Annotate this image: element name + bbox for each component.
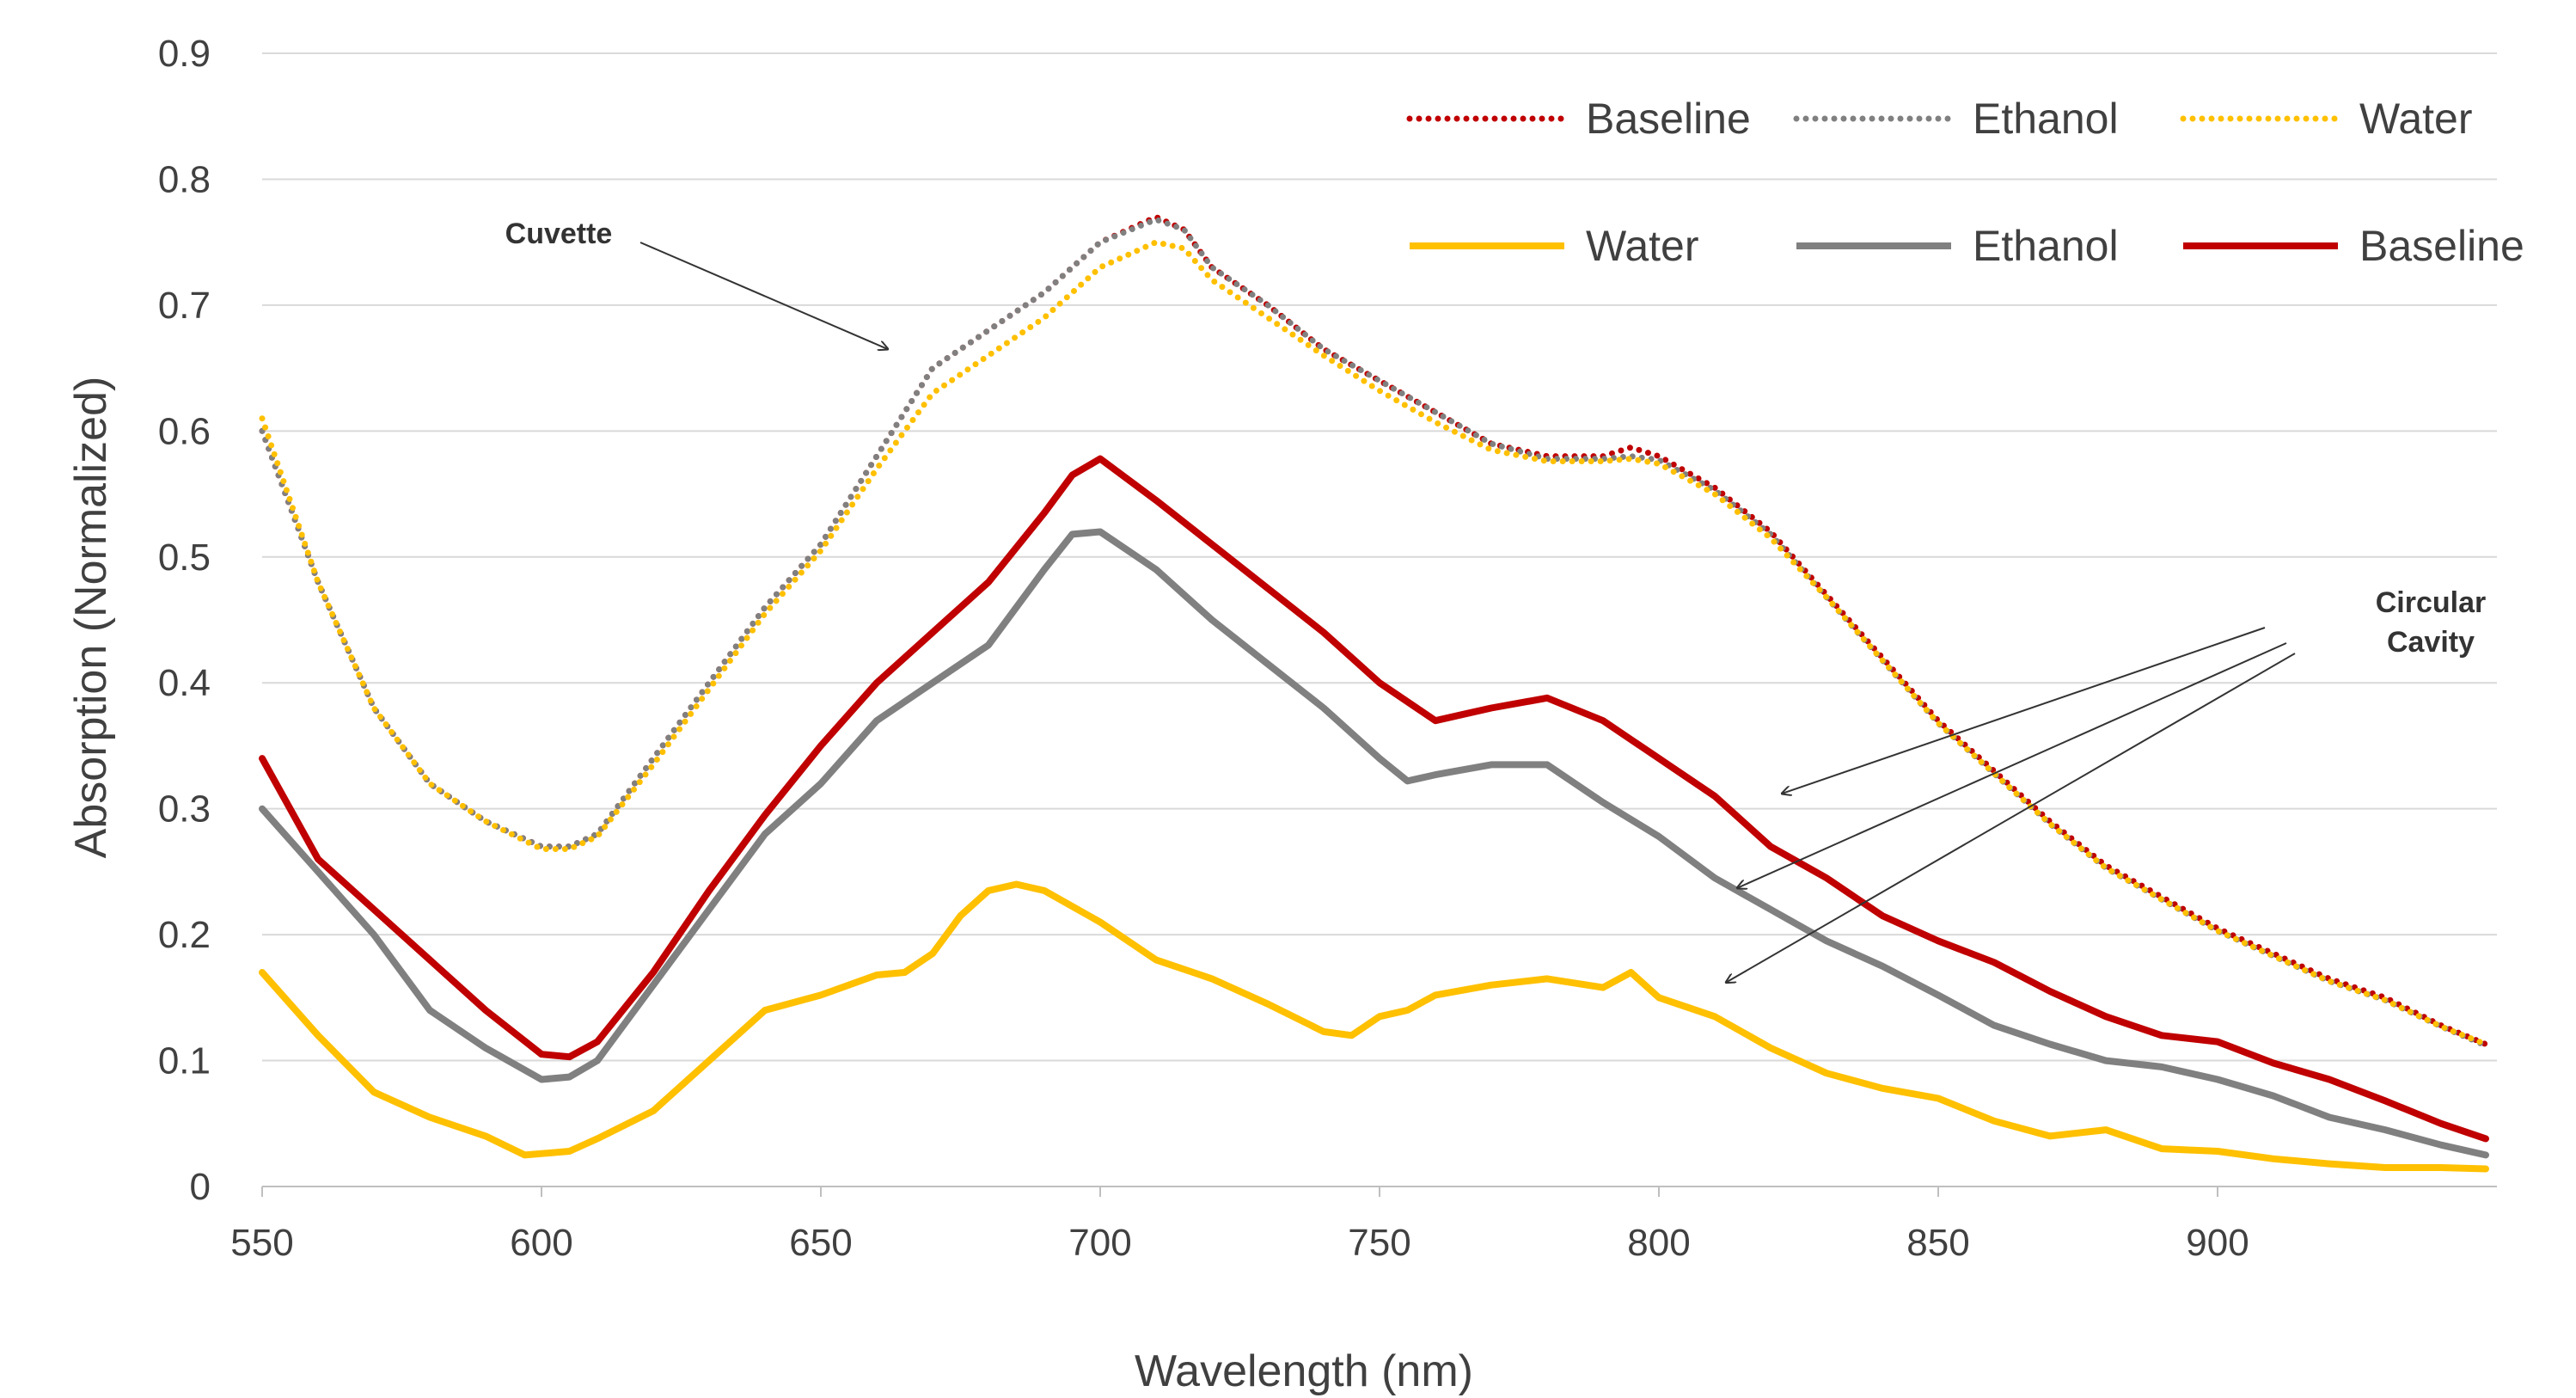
series-cuvette-baseline [259,213,2489,1047]
series-cuvette-water [259,239,2489,1047]
x-tick-label: 800 [1627,1222,1690,1264]
legend-item-solid-water: Water [1410,222,1699,270]
series-circular-cavity-water [259,880,2489,1173]
grid-lines [262,52,2497,1062]
y-axis-title: Absorption (Normalized) [66,377,116,859]
legend-item-dotted-ethanol: Ethanol [1793,95,2119,143]
legend-label: Ethanol [1973,95,2119,143]
y-tick-label: 0.8 [158,158,211,200]
annotation-arrow [1782,627,2266,794]
legend-label: Water [2359,95,2473,143]
legend-label: Water [1586,222,1699,270]
annotation-label: Circular [2376,586,2487,619]
annotation-arrow [639,242,888,349]
annotation-label: Cavity [2387,626,2475,659]
y-tick-label: 0.5 [158,537,211,579]
x-tick-label: 600 [510,1222,572,1264]
legend-label: Baseline [1586,95,1751,143]
legend: Baseline Ethanol Water Water Ethanol Baseline [1406,95,2524,270]
x-tick-label: 850 [1906,1222,1969,1264]
annotations: Cuvette Circular Cavity [505,218,2486,983]
y-tick-label: 0.1 [158,1040,211,1082]
y-tick-label: 0.4 [158,662,211,704]
y-tick-label: 0 [190,1166,211,1208]
y-axis: 0 0.1 0.2 0.3 0.4 0.5 0.6 0.7 0.8 0.9 [158,33,211,1208]
legend-item-dotted-water: Water [2180,95,2473,143]
legend-label: Baseline [2359,222,2524,270]
x-tick-label: 900 [2186,1222,2249,1264]
x-tick-label: 700 [1068,1222,1131,1264]
y-tick-label: 0.3 [158,788,211,831]
legend-label: Ethanol [1973,222,2119,270]
series-cuvette-ethanol [259,216,2489,1049]
x-tick-label: 750 [1348,1222,1410,1264]
x-axis: 550 600 650 700 750 800 850 900 [230,1186,2497,1264]
annotation-label: Cuvette [505,218,613,250]
y-tick-label: 0.9 [158,33,211,75]
annotation-arrow [1726,653,2296,983]
legend-item-solid-baseline: Baseline [2183,222,2524,270]
annotation-arrow [1737,642,2287,888]
x-tick-label: 650 [789,1222,852,1264]
annotation-cuvette: Cuvette [505,218,888,349]
x-axis-title: Wavelength (nm) [1135,1346,1473,1396]
data-series [259,213,2489,1173]
y-tick-label: 0.7 [158,285,211,327]
series-circular-cavity-ethanol [259,528,2489,1159]
legend-item-solid-ethanol: Ethanol [1796,222,2119,270]
x-tick-label: 550 [230,1222,293,1264]
y-tick-label: 0.2 [158,914,211,956]
legend-item-dotted-baseline: Baseline [1406,95,1751,143]
annotation-circular-cavity: Circular Cavity [1726,586,2486,983]
series-circular-cavity-baseline [259,455,2489,1143]
y-tick-label: 0.6 [158,410,211,452]
